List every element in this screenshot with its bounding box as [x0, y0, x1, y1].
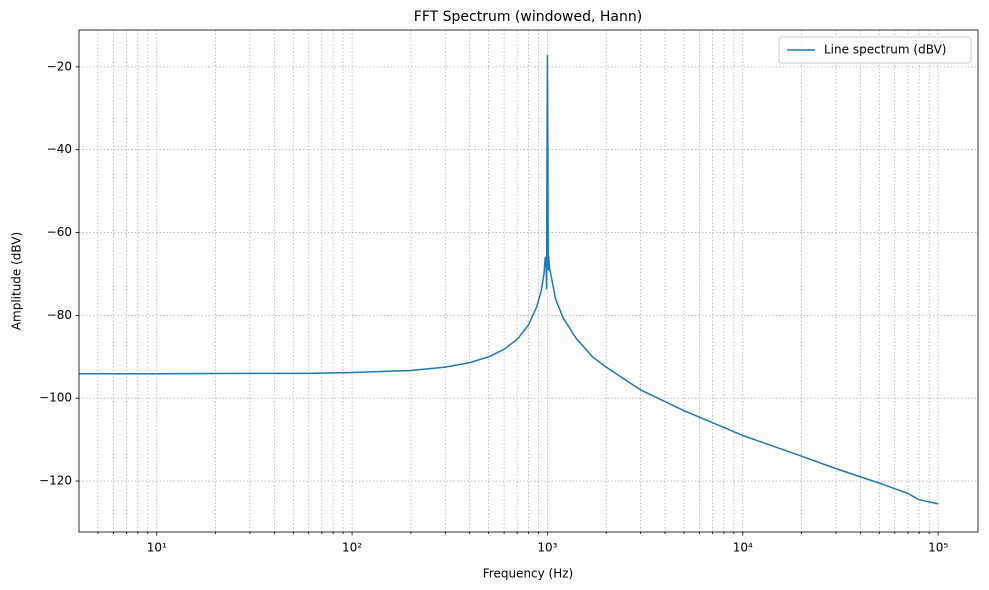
plot-frame — [78, 29, 979, 533]
x-tick-label: 10⁴ — [733, 541, 753, 555]
y-tick-label: −120 — [39, 474, 72, 488]
x-tick-label: 10³ — [537, 541, 557, 555]
chart-title: FFT Spectrum (windowed, Hann) — [414, 9, 642, 25]
y-tick-label: −80 — [47, 308, 72, 322]
x-tick-label: 10² — [342, 541, 362, 555]
x-axis-label: Frequency (Hz) — [483, 567, 574, 581]
line-series — [79, 54, 939, 505]
x-tick-label: 10⁵ — [928, 541, 948, 555]
y-tick-label: −20 — [47, 59, 72, 73]
y-tick-label: −40 — [47, 142, 72, 156]
y-axis-label: Amplitude (dBV) — [10, 232, 24, 330]
legend-box — [778, 36, 972, 64]
legend-label: Line spectrum (dBV) — [824, 43, 946, 57]
y-tick-label: −60 — [47, 225, 72, 239]
y-tick-label: −100 — [39, 391, 72, 405]
x-tick-label: 10¹ — [147, 541, 167, 555]
